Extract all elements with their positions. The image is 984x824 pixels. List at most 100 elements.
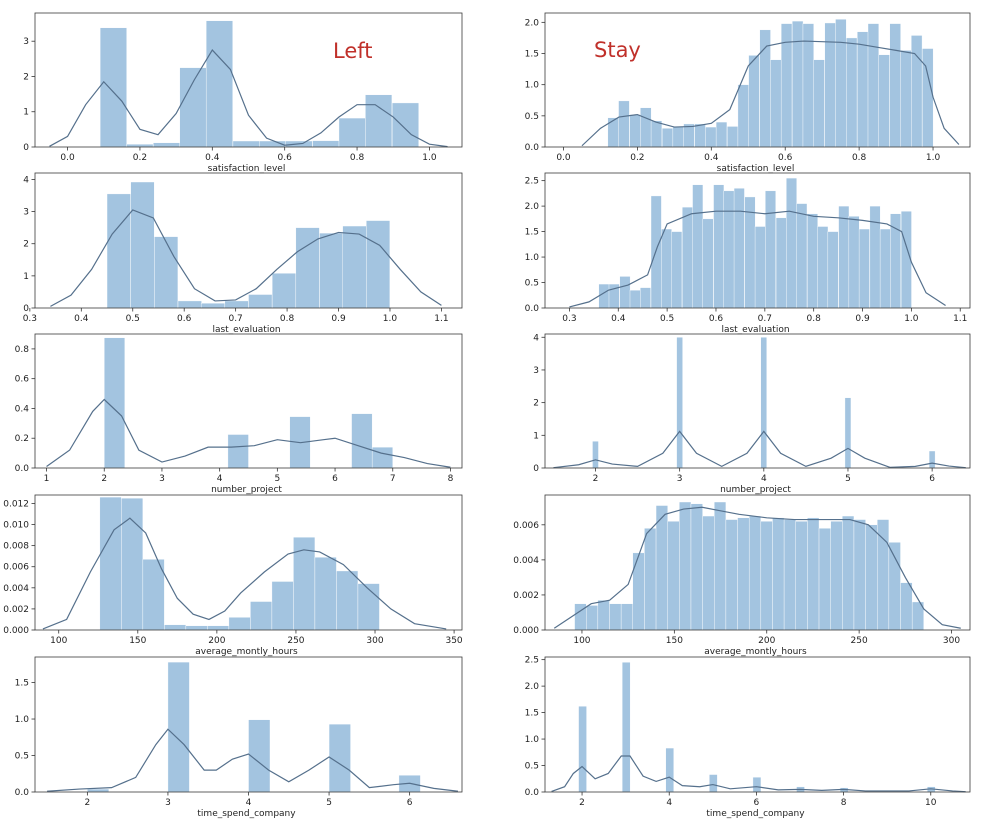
y-tick-label: 2 — [23, 72, 29, 82]
x-tick-label: 7 — [390, 474, 396, 484]
x-axis-label: time_spend_company — [197, 809, 296, 819]
y-tick-label: 2.0 — [525, 202, 540, 212]
x-tick-label: 2 — [579, 798, 585, 808]
histogram-bar — [366, 220, 391, 309]
histogram-bar — [827, 231, 839, 309]
y-tick-label: 0 — [23, 304, 29, 314]
subplot-8: 100 150 200 250 300 0.000 0.002 0.004 0.006 avera… — [513, 494, 971, 657]
histogram-bar — [314, 557, 337, 631]
y-tick-label: 2 — [23, 240, 29, 250]
y-tick-label: 0 — [23, 143, 29, 153]
kde-line — [581, 40, 960, 147]
x-tick-label: 4 — [666, 798, 672, 808]
histogram-bar — [818, 528, 831, 631]
x-tick-label: 150 — [129, 636, 146, 646]
y-tick-label: 0.5 — [15, 752, 29, 762]
histogram-bar — [709, 774, 718, 793]
y-tick-label: 0.000 — [513, 626, 539, 636]
subplot-7: 100 150 200 250 300 350 0.000 0.002 0.004 0.006 0.… — [3, 494, 463, 657]
axes-frame — [544, 172, 971, 309]
subplot-1: 0.0 0.2 0.4 0.6 0.8 1.0 0 1 2 3 satisfaction_level… — [23, 12, 463, 174]
histogram-bar — [877, 519, 890, 631]
histogram-bar — [640, 107, 652, 148]
x-tick-label: 4 — [761, 474, 767, 484]
histogram-bar — [679, 501, 692, 631]
histogram-bar — [665, 747, 674, 793]
histogram-bar — [661, 228, 672, 309]
histogram-bar — [328, 723, 351, 793]
histogram-bar — [655, 505, 668, 631]
y-tick-label: 0.5 — [525, 762, 539, 772]
histogram-bar — [775, 217, 787, 309]
histogram-bar — [857, 31, 869, 148]
histogram-bar — [205, 20, 233, 148]
x-tick-label: 8 — [448, 474, 454, 484]
histogram-bar — [846, 37, 858, 148]
histogram-bar — [813, 59, 825, 148]
histogram-bar — [142, 559, 165, 631]
x-axis-label: number_project — [211, 485, 282, 495]
x-tick-label: 5 — [274, 474, 280, 484]
histogram-bar — [357, 583, 380, 631]
axes-frame — [34, 12, 463, 148]
x-axis-label: satisfaction_level — [208, 164, 286, 174]
y-tick-label: 0.012 — [3, 499, 29, 509]
y-tick-label: 0 — [533, 464, 539, 474]
kde-line — [50, 209, 442, 307]
x-axis-label: last_evaluation — [212, 325, 280, 335]
histogram-bar — [167, 661, 190, 793]
y-tick-label: 4 — [23, 175, 29, 185]
x-axis-label: average_montly_hours — [704, 647, 807, 657]
y-tick-label: 1 — [533, 431, 539, 441]
histogram-bar — [228, 617, 251, 631]
histogram-bar — [250, 601, 273, 631]
subplot-2: 0.0 0.2 0.4 0.6 0.8 1.0 0.0 0.5 1.0 1.5 2.0 satisfa… — [525, 12, 971, 174]
x-axis-label: satisfaction_level — [717, 164, 795, 174]
histogram-bar — [644, 528, 657, 631]
x-tick-label: 0.6 — [709, 314, 724, 324]
y-tick-label: 4 — [533, 333, 539, 343]
histogram-bar — [207, 625, 230, 631]
histogram-bar — [694, 123, 706, 148]
histogram-bar — [802, 23, 814, 148]
x-tick-label: 0.5 — [660, 314, 674, 324]
x-tick-label: 0.3 — [23, 314, 37, 324]
x-tick-label: 0.6 — [778, 153, 793, 163]
subplot-10: 2 4 6 8 10 0.0 0.5 1.0 1.5 2.0 2.5 time_spend_compa… — [525, 656, 971, 819]
y-tick-label: 0.6 — [15, 375, 30, 385]
y-tick-label: 0.008 — [3, 542, 29, 552]
histogram-bar — [786, 177, 797, 309]
y-tick-label: 0.004 — [3, 584, 29, 594]
x-tick-label: 0.4 — [704, 153, 719, 163]
axes-frame — [34, 172, 463, 309]
histogram-bar — [744, 196, 756, 309]
x-axis-label: number_project — [720, 485, 791, 495]
x-tick-label: 6 — [929, 474, 935, 484]
y-tick-label: 0.002 — [3, 605, 29, 615]
subplot-9: 2 3 4 5 6 0.0 0.5 1.0 1.5 time_spend_company — [15, 656, 463, 819]
histogram-bar — [878, 54, 890, 148]
histogram-bar — [702, 515, 715, 631]
y-tick-label: 0.5 — [525, 112, 539, 122]
histogram-bar — [714, 501, 727, 631]
histogram-bar — [928, 450, 936, 469]
y-tick-label: 1.5 — [525, 228, 539, 238]
histogram-bar — [727, 126, 739, 148]
histogram-bar — [692, 184, 704, 309]
x-tick-label: 1.1 — [953, 314, 967, 324]
x-tick-label: 100 — [573, 636, 590, 646]
histogram-bar — [365, 94, 393, 148]
histogram-bar — [621, 662, 631, 793]
x-tick-label: 3 — [159, 474, 165, 484]
histogram-bar — [725, 519, 738, 631]
panel-annotation: Left — [333, 39, 373, 63]
histogram-bar — [830, 521, 843, 631]
histogram-bar — [713, 184, 725, 309]
histogram-bar — [629, 289, 641, 309]
histogram-bar — [795, 521, 808, 631]
y-tick-label: 2.5 — [525, 656, 539, 666]
histogram-bar — [87, 788, 110, 793]
histogram-bar — [792, 20, 804, 148]
histogram-bar — [733, 188, 745, 309]
histogram-bar — [338, 117, 366, 148]
